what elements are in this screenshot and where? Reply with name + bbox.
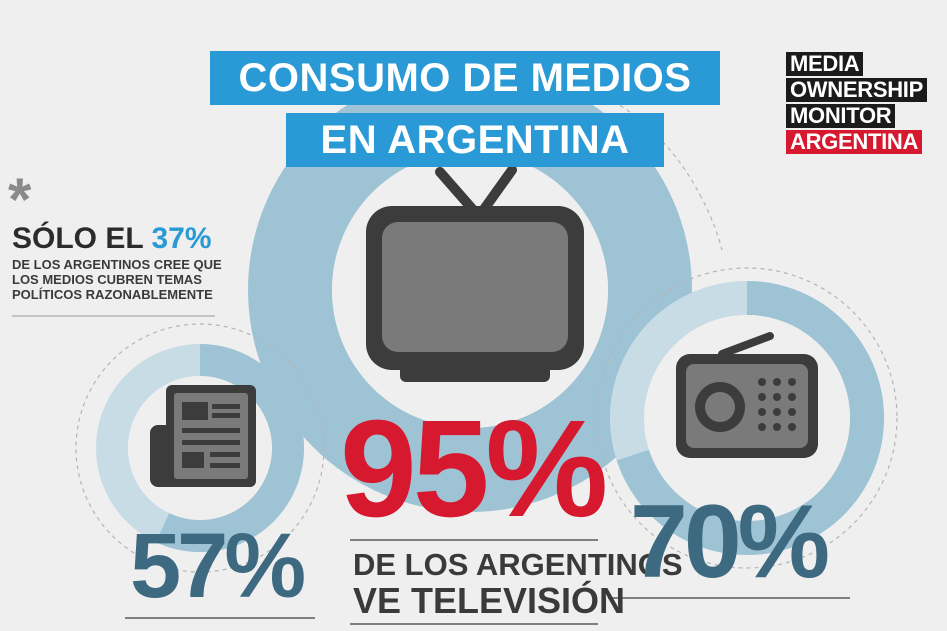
asterisk-icon: * bbox=[8, 166, 32, 233]
side-note-percent: 37% bbox=[151, 222, 212, 255]
television-icon bbox=[366, 165, 584, 382]
radio-percent: 70% bbox=[630, 484, 830, 600]
logo-line-1: MEDIA bbox=[786, 52, 864, 76]
logo-line-2: OWNERSHIP bbox=[786, 78, 927, 102]
tv-caption-line-2: VE TELEVISIÓN bbox=[353, 580, 626, 621]
side-note-line-4: POLÍTICOS RAZONABLEMENTE bbox=[12, 287, 213, 302]
radio-icon bbox=[676, 332, 818, 458]
side-note-body: DE LOS ARGENTINOS CREE QUE LOS MEDIOS CU… bbox=[12, 257, 222, 302]
tv-dashed-arc-right bbox=[699, 194, 723, 251]
title-line-1: CONSUMO DE MEDIOS bbox=[210, 51, 720, 105]
side-note-headline: SÓLO EL 37% bbox=[12, 224, 212, 254]
side-note-lead: SÓLO EL bbox=[12, 222, 144, 255]
side-note-line-3: LOS MEDIOS CUBREN TEMAS bbox=[12, 272, 202, 287]
tv-share-ring bbox=[248, 68, 692, 512]
logo-line-4: ARGENTINA bbox=[786, 130, 923, 154]
logo-line-3: MONITOR bbox=[786, 104, 896, 128]
press-share-ring bbox=[155, 344, 304, 552]
radio-share-ring bbox=[616, 281, 884, 555]
side-note-line-2: DE LOS ARGENTINOS CREE QUE bbox=[12, 257, 222, 272]
newspaper-icon bbox=[150, 385, 256, 487]
press-percent: 57% bbox=[130, 515, 306, 617]
tv-percent: 95% bbox=[340, 392, 608, 546]
radio-dashed-ring bbox=[596, 267, 898, 569]
tv-caption-line-1: DE LOS ARGENTINOS bbox=[353, 547, 683, 582]
press-dashed-ring bbox=[75, 323, 325, 573]
title-line-2: EN ARGENTINA bbox=[286, 113, 664, 167]
